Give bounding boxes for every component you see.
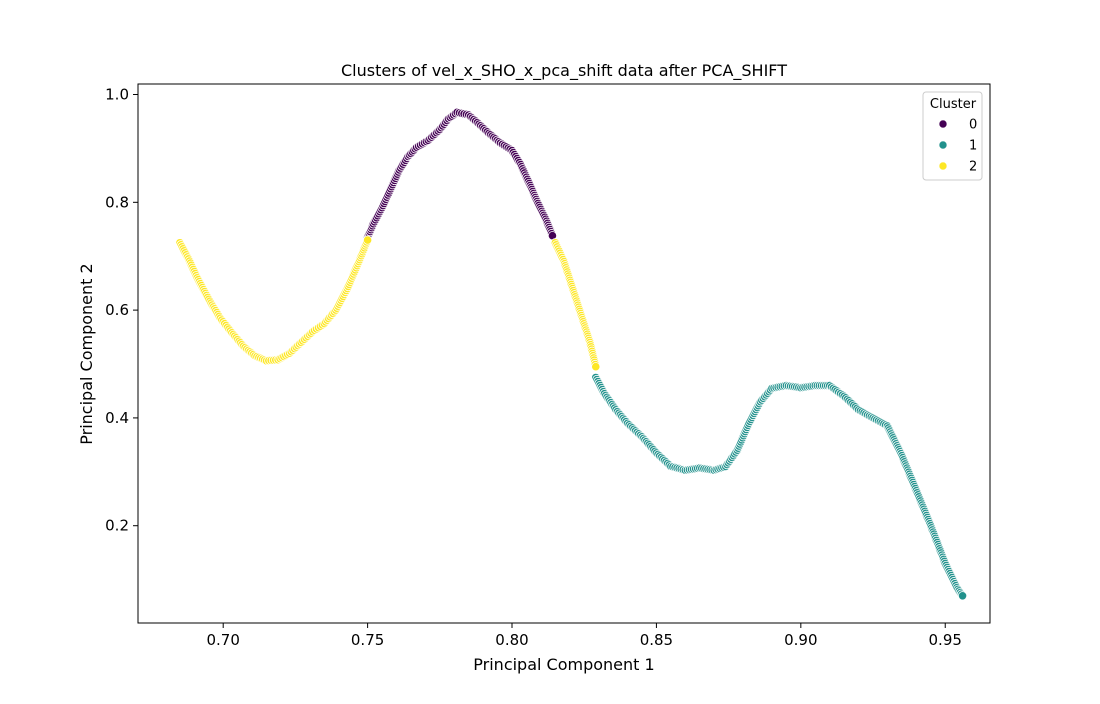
x-tick-label: 0.80 <box>495 631 528 649</box>
y-tick-label: 0.2 <box>105 517 129 535</box>
legend-label: 0 <box>969 118 977 133</box>
series-2 <box>175 235 601 372</box>
y-axis-label: Principal Component 2 <box>77 263 96 444</box>
y-tick-label: 0.6 <box>105 301 129 319</box>
x-tick-label: 0.75 <box>351 631 384 649</box>
x-tick-label: 0.90 <box>784 631 817 649</box>
x-tick-label: 0.85 <box>640 631 673 649</box>
x-axis-ticks: 0.70 0.75 0.80 0.85 0.90 0.95 <box>206 623 962 649</box>
legend-box <box>922 91 983 181</box>
x-axis-label: Principal Component 1 <box>473 655 654 674</box>
plot-area-frame <box>137 83 991 624</box>
y-tick-label: 1.0 <box>105 86 129 104</box>
y-tick-label: 0.4 <box>105 409 129 427</box>
legend-marker <box>938 161 948 171</box>
series-0 <box>363 107 558 242</box>
data-point <box>363 235 373 245</box>
data-point <box>957 591 968 601</box>
legend-label: 2 <box>969 160 977 175</box>
legend-label: 1 <box>969 139 977 154</box>
points-layer <box>175 107 968 601</box>
legend-entries: 0 1 2 <box>938 118 977 175</box>
legend-marker <box>938 140 948 150</box>
x-tick-label: 0.95 <box>929 631 962 649</box>
chart-title: Clusters of vel_x_SHO_x_pca_shift data a… <box>341 61 787 81</box>
y-tick-label: 0.8 <box>105 193 129 211</box>
series-1 <box>591 372 968 601</box>
legend-marker <box>938 119 948 129</box>
x-tick-label: 0.70 <box>206 631 239 649</box>
data-point <box>591 362 601 372</box>
y-axis-ticks: 0.2 0.4 0.6 0.8 1.0 <box>105 86 138 535</box>
legend-title: Cluster <box>930 97 977 112</box>
legend: Cluster 0 1 2 <box>922 91 983 181</box>
